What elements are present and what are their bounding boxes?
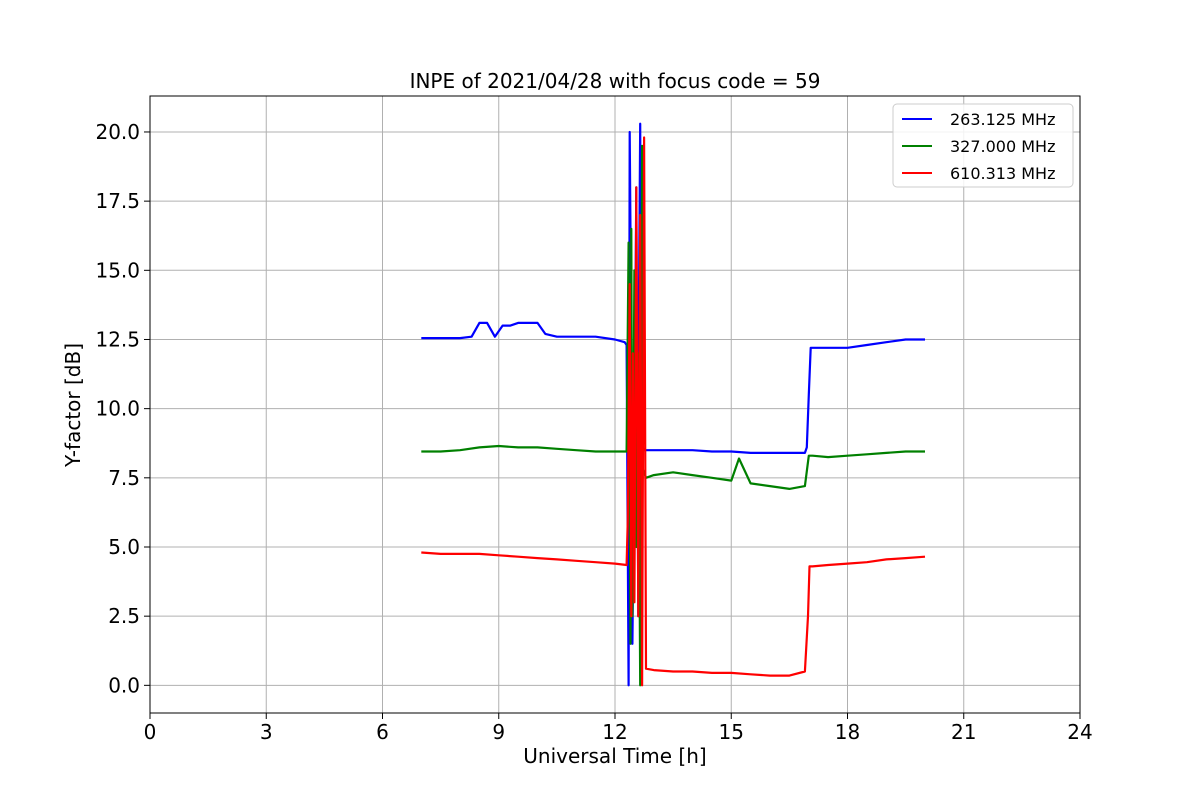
legend-items: 263.125 MHz 327.000 MHz 610.313 MHz	[902, 110, 1055, 183]
chart-title: INPE of 2021/04/28 with focus code = 59	[410, 69, 821, 93]
y-tick-label: 17.5	[95, 189, 140, 213]
y-axis-ticks: 0.0 2.5 5.0 7.5 10.0 12.5 15.0 17.5 20.0	[95, 120, 150, 697]
y-tick-label: 20.0	[95, 120, 140, 144]
x-tick-label: 15	[719, 720, 744, 744]
x-tick-label: 6	[376, 720, 389, 744]
series-line-3	[421, 136, 926, 687]
y-tick-label: 5.0	[108, 535, 140, 559]
legend-label-2: 327.000 MHz	[950, 137, 1055, 156]
series-line-2	[421, 144, 925, 687]
y-tick-label: 7.5	[108, 466, 140, 490]
x-tick-label: 3	[260, 720, 273, 744]
y-tick-label: 2.5	[108, 604, 140, 628]
legend-label-1: 263.125 MHz	[950, 110, 1055, 129]
y-axis-label: Y-factor [dB]	[61, 343, 85, 468]
y-tick-label: 15.0	[95, 258, 140, 282]
y-tick-label: 10.0	[95, 397, 140, 421]
legend: 263.125 MHz 327.000 MHz 610.313 MHz	[892, 103, 1074, 188]
x-tick-label: 24	[1067, 720, 1092, 744]
x-axis-label: Universal Time [h]	[523, 744, 706, 768]
x-axis-ticks: 0 3 6 9 12 15 18 21 24	[144, 713, 1093, 744]
legend-label-3: 610.313 MHz	[950, 164, 1055, 183]
x-tick-label: 21	[951, 720, 976, 744]
y-tick-label: 0.0	[108, 673, 140, 697]
x-tick-label: 18	[835, 720, 860, 744]
y-tick-label: 12.5	[95, 327, 140, 351]
x-tick-label: 9	[492, 720, 505, 744]
x-tick-label: 12	[602, 720, 627, 744]
series-layer	[421, 122, 926, 687]
x-tick-label: 0	[144, 720, 157, 744]
legend-box	[892, 103, 1074, 188]
